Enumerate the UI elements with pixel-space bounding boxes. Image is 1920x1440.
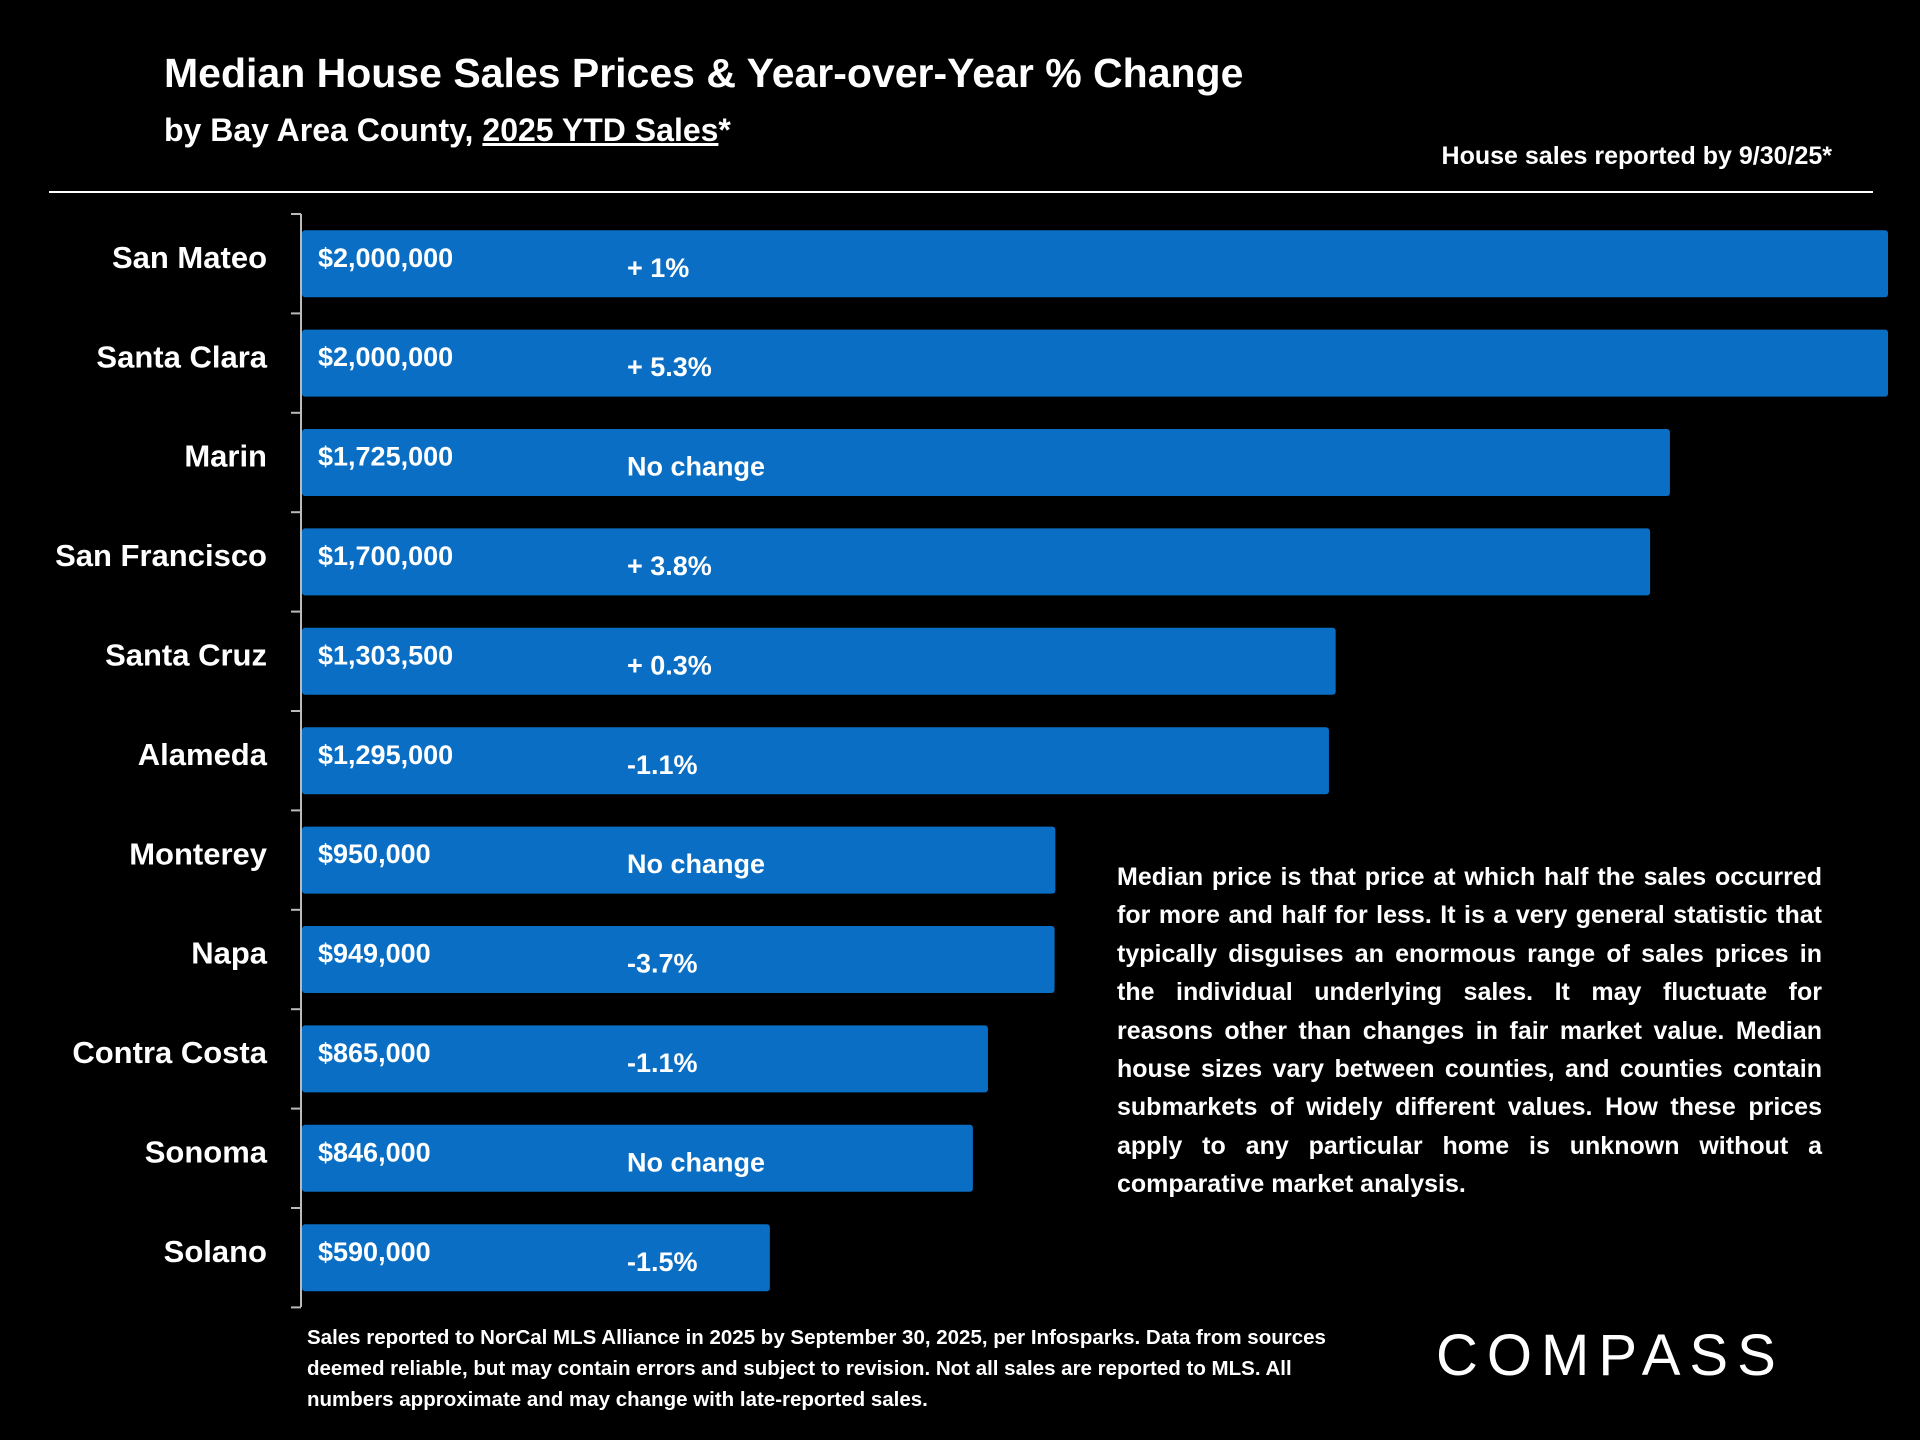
change-label: -1.1% [627,750,698,780]
bar [302,329,1888,397]
category-label: Santa Cruz [105,637,267,672]
bar [302,727,1329,795]
value-label: $846,000 [318,1137,431,1167]
category-label: Napa [191,936,268,971]
category-label: Contra Costa [72,1035,267,1070]
chart-title: Median House Sales Prices & Year-over-Ye… [164,50,1244,96]
value-label: $590,000 [318,1237,431,1267]
category-label: San Mateo [112,240,267,275]
bar [302,926,1055,993]
category-label: Sonoma [145,1134,268,1169]
value-label: $1,295,000 [318,740,453,770]
value-label: $2,000,000 [318,342,453,372]
date-note: House sales reported by 9/30/25* [1441,142,1832,170]
subtitle-text: by Bay Area County, [164,112,474,148]
bar [302,826,1056,894]
value-label: $949,000 [318,939,431,969]
category-label: Alameda [138,737,268,772]
note: Median price is that price at which half… [1117,863,1822,1199]
category-label: Marin [184,439,267,474]
value-label: $865,000 [318,1038,431,1068]
category-label: Santa Clara [96,339,267,374]
change-label: -1.1% [627,1048,698,1078]
value-label: $2,000,000 [318,243,453,273]
brand-logo: COMPASS [1436,1323,1785,1388]
change-label: + 0.3% [627,650,712,680]
category-label: San Francisco [55,538,267,573]
value-label: $1,700,000 [318,541,453,571]
change-label: + 5.3% [627,352,712,382]
bar [302,429,1670,496]
value-label: $1,303,500 [318,640,453,670]
change-label: No change [627,1147,765,1177]
category-label: Solano [164,1234,267,1269]
change-label: -3.7% [627,949,698,979]
value-label: $1,725,000 [318,442,453,472]
bar [302,1224,770,1292]
category-label: Monterey [129,836,268,871]
bar [302,528,1651,596]
change-label: No change [627,452,765,482]
chart-subtitle: by Bay Area County, 2025 YTD Sales* [164,112,731,149]
bar [302,1025,988,1093]
bar [302,1124,973,1192]
subtitle-suffix: * [718,112,731,148]
subtitle-underlined: 2025 YTD Sales [482,112,719,148]
value-label: $950,000 [318,839,431,869]
change-label: No change [627,849,765,879]
change-label: -1.5% [627,1247,698,1277]
change-label: + 3.8% [627,551,712,581]
change-label: + 1% [627,253,689,283]
bar [302,627,1336,695]
footnote: Sales reported to NorCal MLS Alliance in… [307,1326,1326,1411]
bar [302,230,1888,298]
